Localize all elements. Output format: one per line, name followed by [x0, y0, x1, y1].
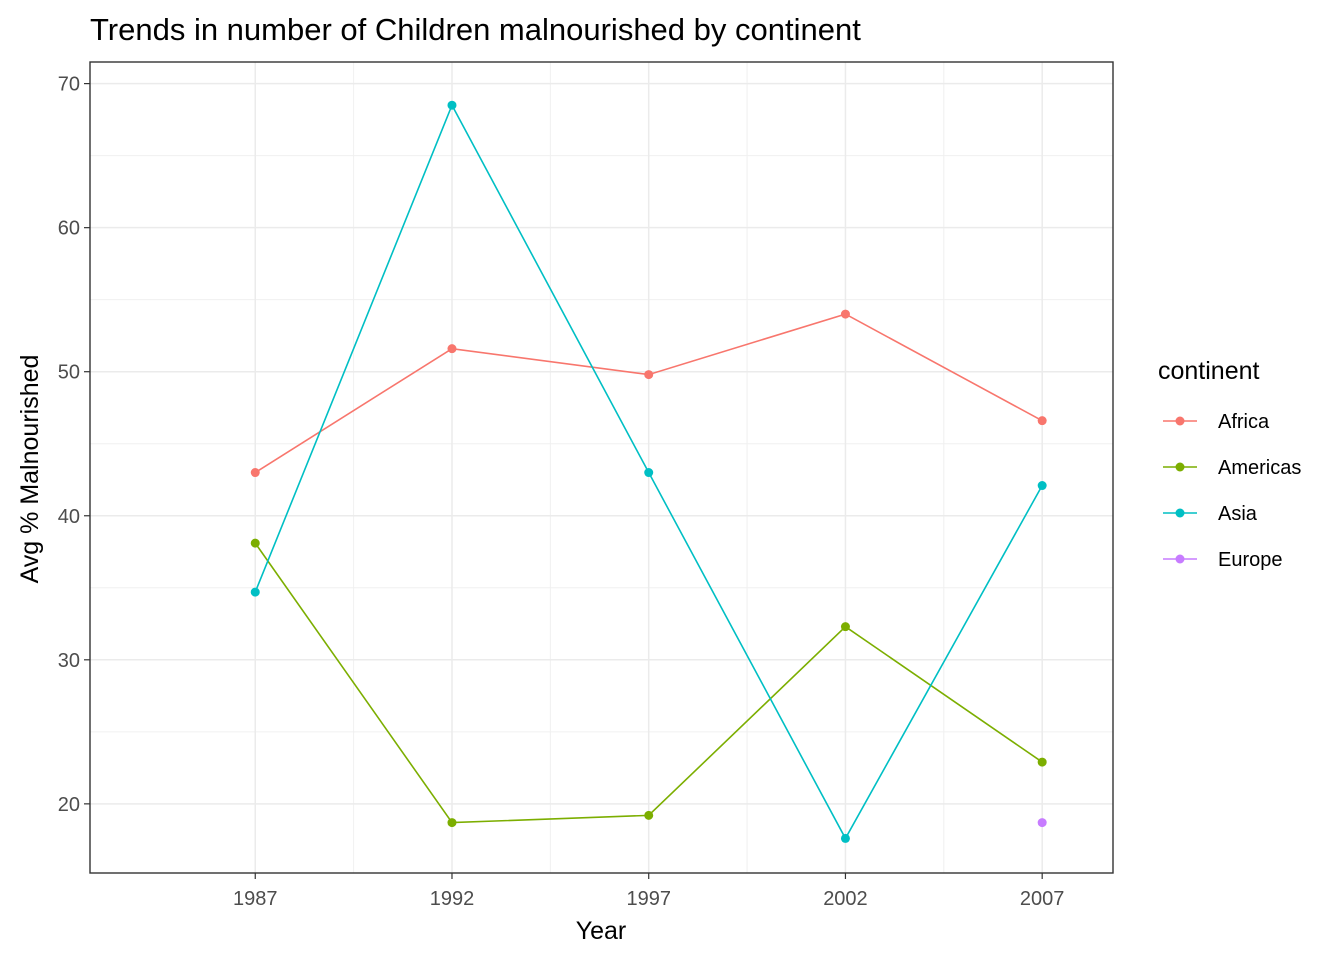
legend-item-americas: Americas: [1163, 457, 1301, 479]
data-point-africa: [644, 370, 654, 380]
panel-background: [90, 62, 1113, 873]
legend-label: Europe: [1218, 549, 1283, 571]
data-point-asia: [840, 833, 850, 843]
data-point-americas: [1037, 757, 1047, 767]
legend-title: continent: [1158, 357, 1260, 385]
series-points: [250, 100, 1047, 843]
data-point-asia: [1037, 481, 1047, 491]
y-axis-title: Avg % Malnourished: [16, 355, 44, 584]
legend-key-point: [1175, 554, 1185, 564]
data-point-americas: [644, 810, 654, 820]
legend-item-asia: Asia: [1163, 503, 1258, 525]
data-point-asia: [644, 468, 654, 478]
data-point-africa: [447, 344, 457, 354]
data-point-americas: [840, 622, 850, 632]
y-tick-label: 30: [58, 650, 80, 672]
x-tick-label: 1997: [626, 888, 671, 910]
x-tick-label: 2007: [1020, 888, 1065, 910]
data-point-africa: [1037, 416, 1047, 426]
chart-title: Trends in number of Children malnourishe…: [90, 12, 861, 47]
data-point-americas: [447, 818, 457, 828]
data-point-americas: [250, 538, 260, 548]
legend-key-point: [1175, 416, 1185, 426]
x-tick-label: 1987: [233, 888, 278, 910]
x-axis-title: Year: [576, 917, 627, 945]
y-tick-label: 50: [58, 362, 80, 384]
minor-gridlines: [90, 62, 1113, 873]
data-point-asia: [250, 587, 260, 597]
legend-item-africa: Africa: [1163, 411, 1270, 433]
y-tick-label: 70: [58, 74, 80, 96]
data-point-africa: [250, 468, 260, 478]
legend-label: Asia: [1218, 503, 1258, 525]
y-tick-label: 40: [58, 506, 80, 528]
x-tick-label: 1992: [430, 888, 475, 910]
data-point-asia: [447, 100, 457, 110]
x-axis: 1987 1992 1997 2002 2007: [233, 873, 1064, 910]
panel-border: [89, 61, 1114, 874]
legend: continent Africa Americas Asia Europe: [1158, 357, 1301, 571]
x-tick-label: 2002: [823, 888, 868, 910]
plot-panel: [89, 61, 1114, 874]
y-axis: 20 30 40 50 60 70: [58, 74, 90, 816]
data-point-africa: [840, 309, 850, 319]
y-tick-label: 60: [58, 218, 80, 240]
legend-label: Americas: [1218, 457, 1301, 479]
major-gridlines: [90, 62, 1113, 873]
legend-label: Africa: [1218, 411, 1270, 433]
legend-item-europe: Europe: [1163, 549, 1283, 571]
legend-items: Africa Americas Asia Europe: [1163, 411, 1301, 571]
y-tick-label: 20: [58, 794, 80, 816]
legend-key-point: [1175, 462, 1185, 472]
data-point-europe: [1037, 818, 1047, 828]
legend-key-point: [1175, 508, 1185, 518]
